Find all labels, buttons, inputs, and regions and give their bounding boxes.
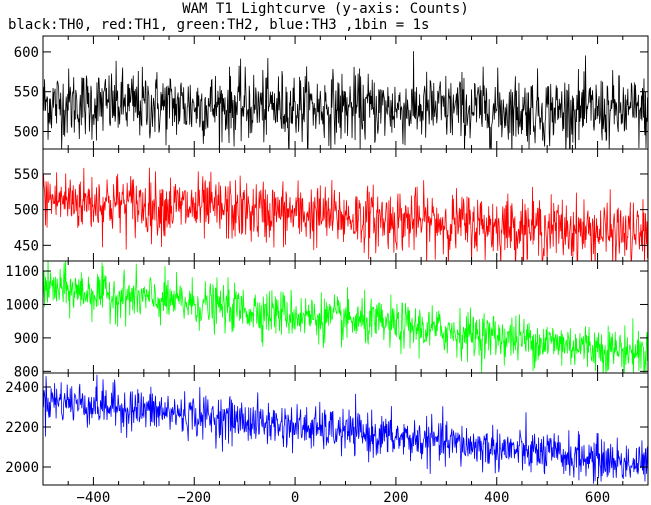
- x-tick-label: 600: [585, 490, 610, 505]
- x-tick-label: 400: [484, 490, 509, 505]
- series-line-th0: [43, 51, 648, 149]
- y-tick-label: 600: [14, 45, 39, 61]
- y-tick-label: 2000: [5, 460, 39, 476]
- y-tick-label: 900: [14, 331, 39, 347]
- y-tick-label: 2400: [5, 380, 39, 396]
- y-tick-label: 1000: [5, 297, 39, 313]
- y-tick-label: 550: [14, 167, 39, 183]
- y-tick-label: 500: [14, 203, 39, 219]
- y-tick-label: 550: [14, 85, 39, 101]
- x-tick-label: 200: [383, 490, 408, 505]
- x-tick-label: −400: [77, 490, 111, 505]
- chart-subtitle: black:TH0, red:TH1, green:TH2, blue:TH3 …: [8, 17, 430, 33]
- y-tick-label: 2200: [5, 420, 39, 436]
- y-tick-label: 450: [14, 238, 39, 254]
- chart-title: WAM T1 Lightcurve (y-axis: Counts): [182, 1, 469, 17]
- series-line-th2: [43, 261, 648, 373]
- x-tick-label: 0: [291, 490, 299, 505]
- x-tick-label: −200: [177, 490, 211, 505]
- y-tick-label: 1100: [5, 264, 39, 280]
- y-tick-label: 500: [14, 124, 39, 140]
- y-tick-label: 800: [14, 364, 39, 380]
- panel-frame-th1: [42, 148, 649, 262]
- series-line-th1: [43, 167, 648, 261]
- series-line-th3: [43, 374, 648, 484]
